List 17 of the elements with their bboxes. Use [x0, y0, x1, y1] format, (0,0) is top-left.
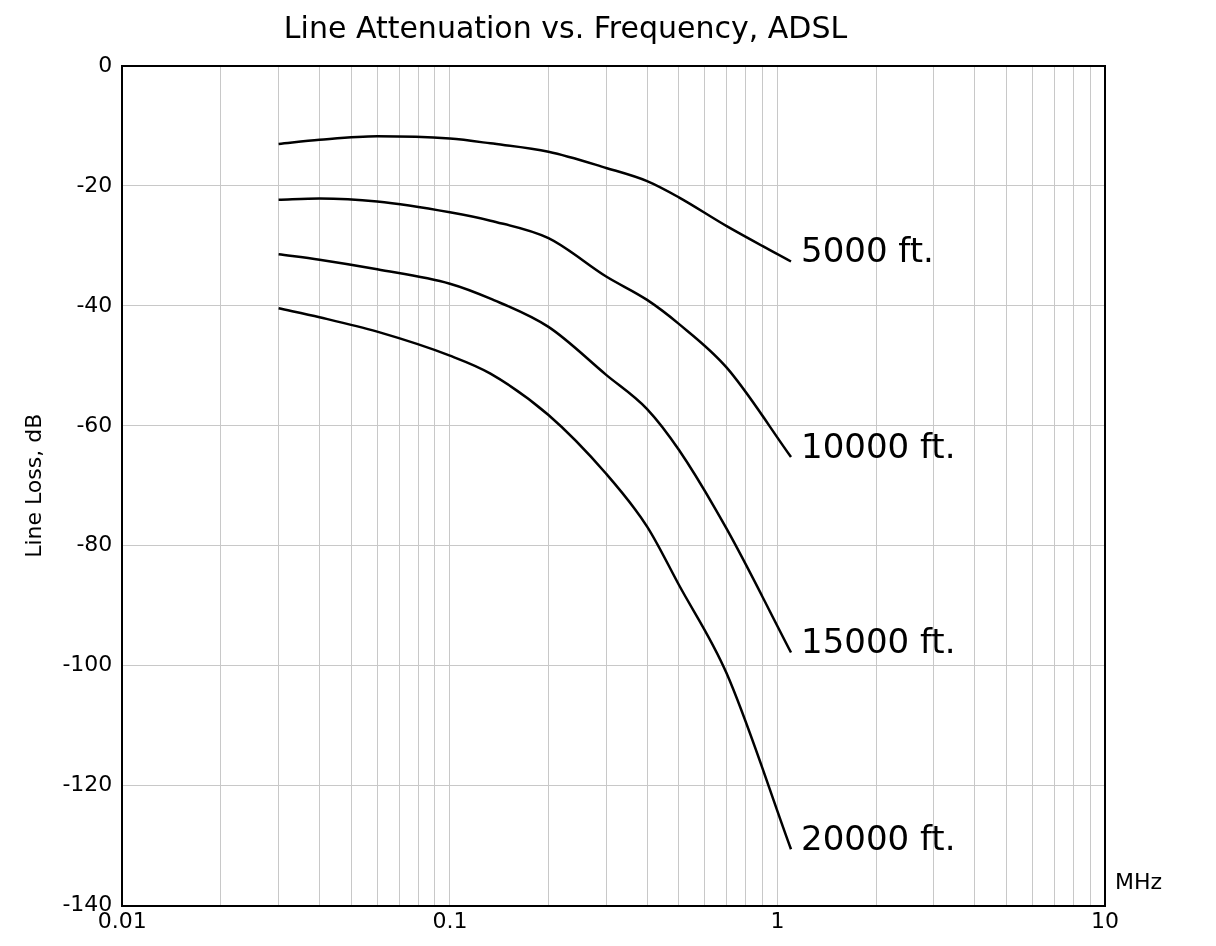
x-axis-title: MHz: [1115, 869, 1163, 895]
y-tick-label: -40: [76, 291, 113, 317]
chart-title: Line Attenuation vs. Frequency, ADSL: [283, 9, 848, 45]
series-label: 5000 ft.: [801, 230, 934, 271]
x-tick-label: 0.1: [432, 907, 468, 933]
y-axis-title: Line Loss, dB: [20, 413, 46, 558]
series-label: 15000 ft.: [801, 621, 956, 662]
y-tick-label: -80: [76, 531, 113, 557]
series-label: 20000 ft.: [801, 818, 956, 859]
x-tick-label: 10: [1091, 907, 1119, 933]
y-tick-label: -20: [76, 171, 113, 197]
y-tick-label: -120: [62, 771, 113, 797]
x-tick-label: 1: [770, 907, 785, 933]
y-tick-label: 0: [98, 51, 113, 77]
y-tick-label: -60: [76, 411, 113, 437]
series-label: 10000 ft.: [801, 425, 956, 466]
y-tick-label: -100: [62, 651, 113, 677]
